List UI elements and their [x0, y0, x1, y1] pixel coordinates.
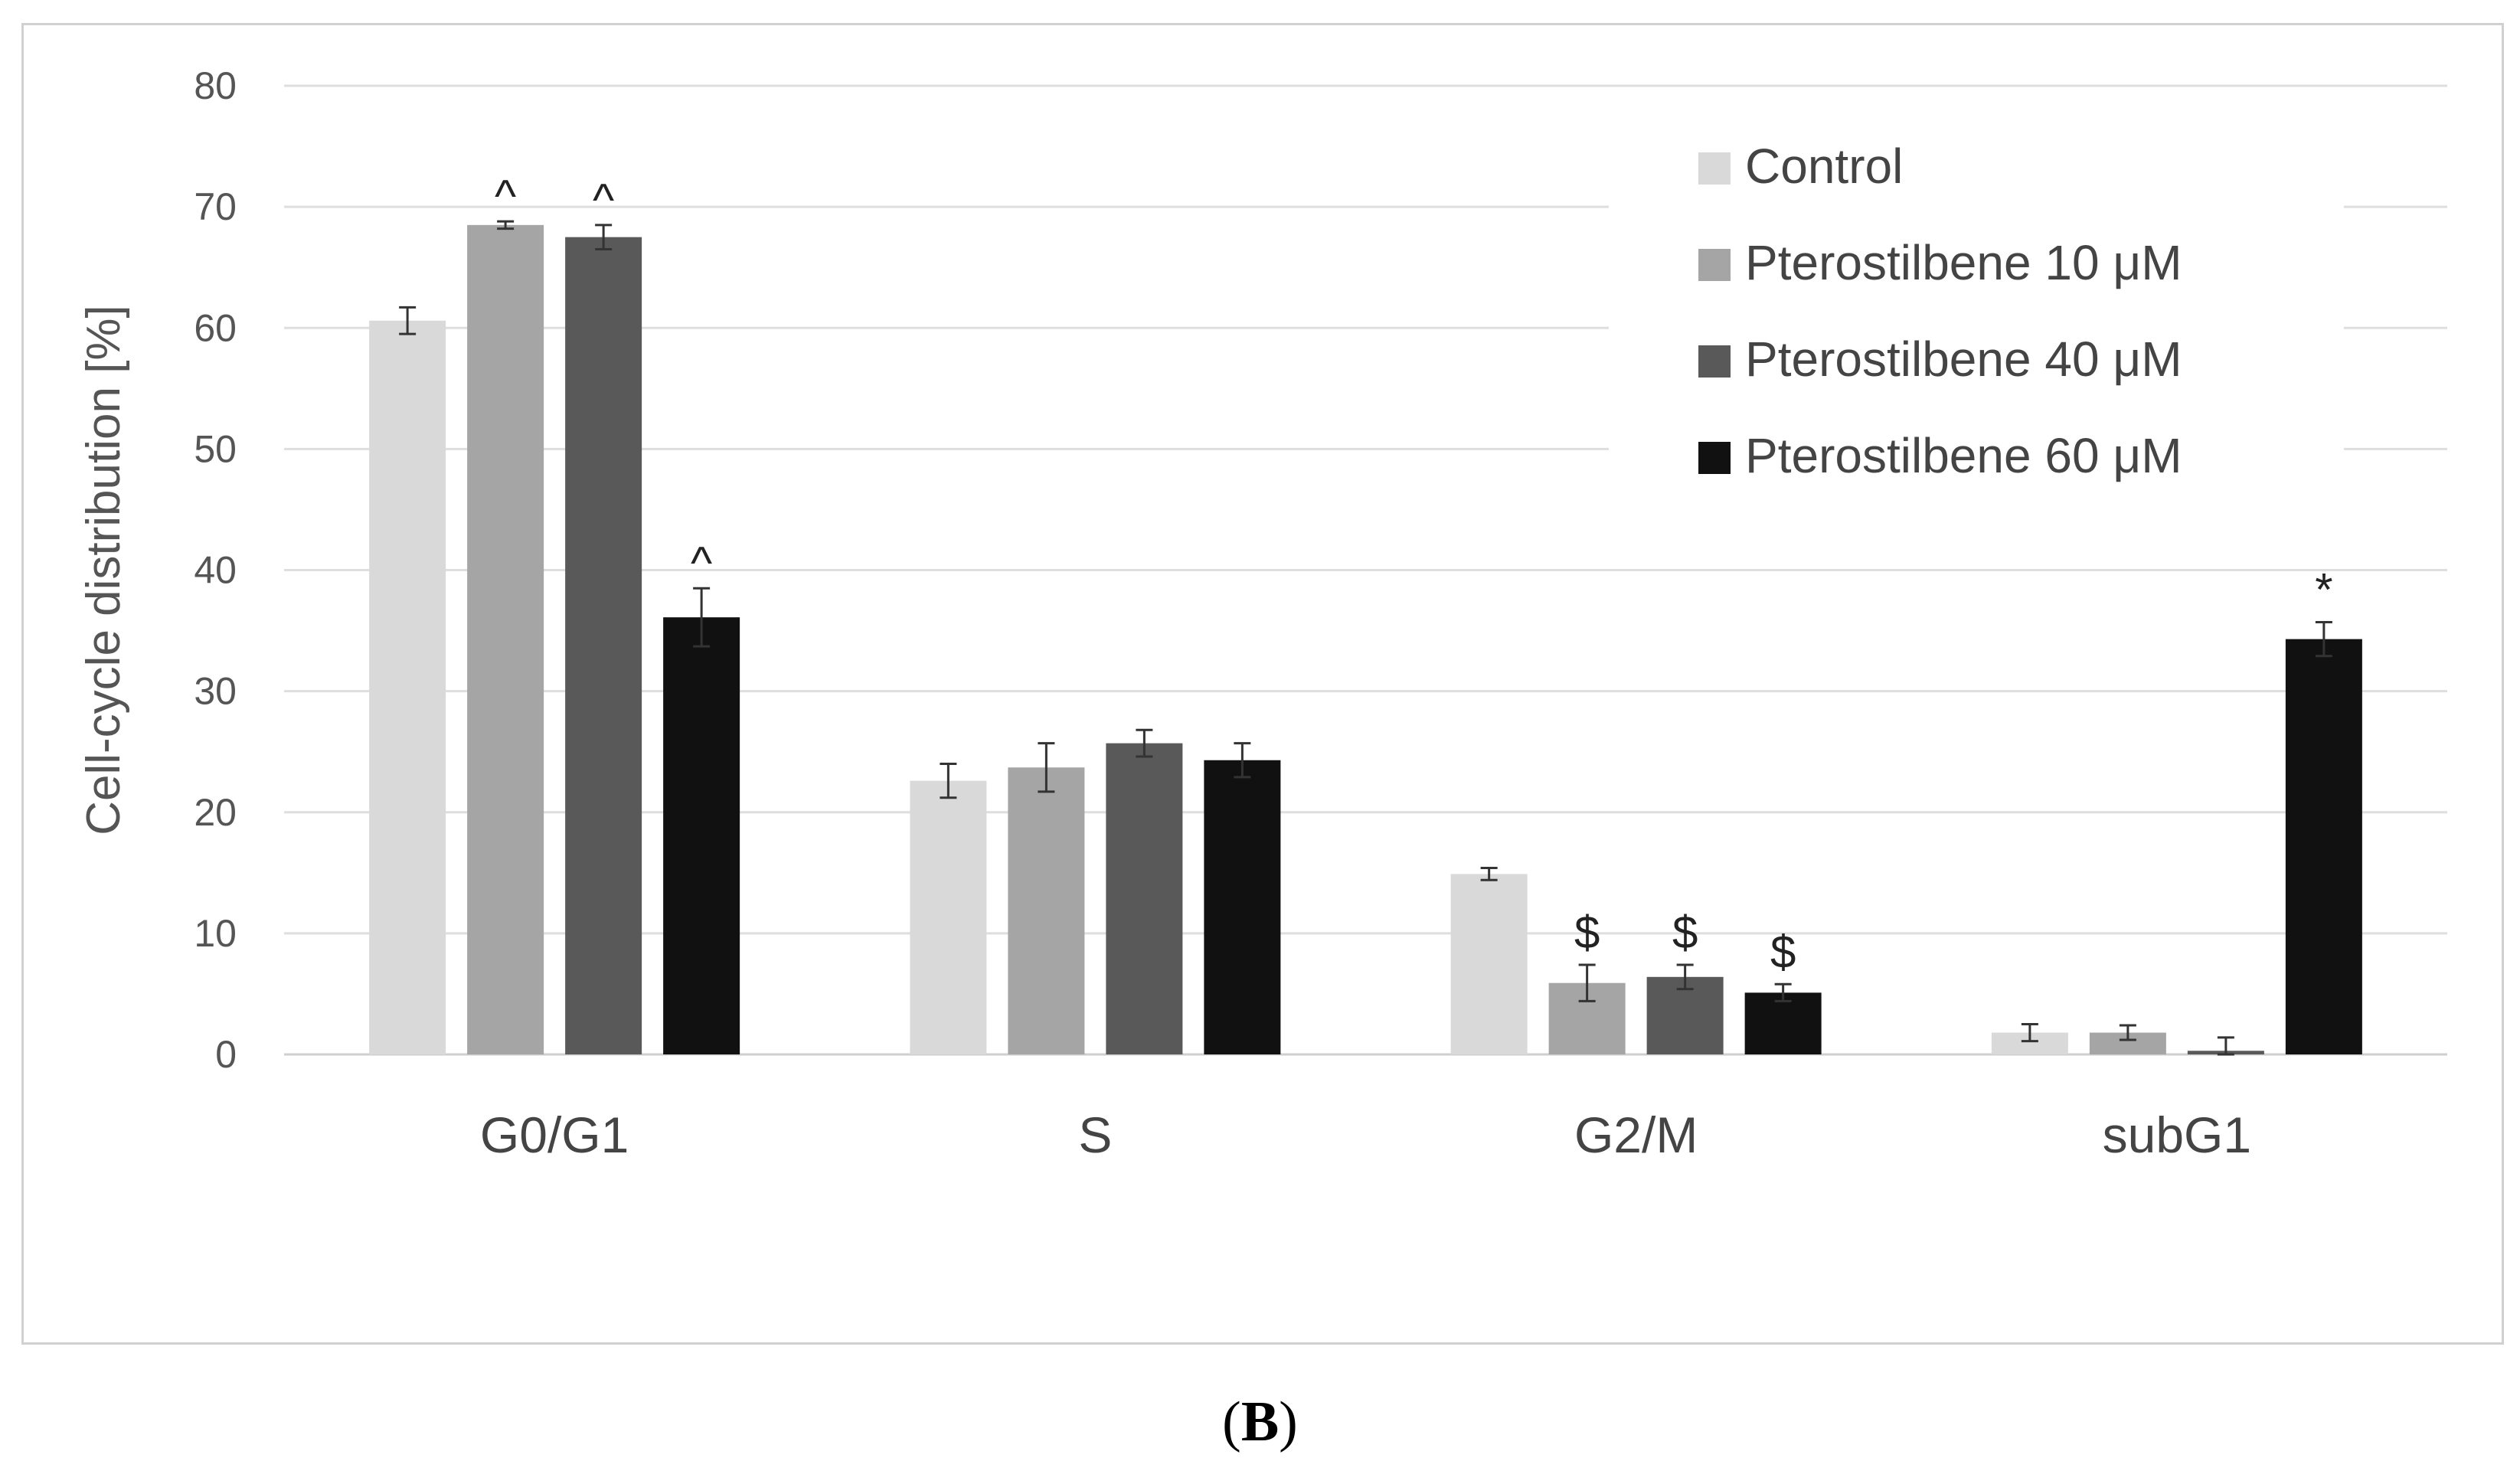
chart-frame: 0 10 20 30 40 50 60 70 80 ^ ^ ^ $ $ $ * G0/G1 S G2/M subG… — [21, 23, 2504, 1345]
bar-s-series-0 — [910, 780, 987, 1054]
y-axis-title: Cell-cycle distribution [%] — [77, 305, 130, 835]
legend: Control Pterostilbene 10 μM Pterostilbene … — [1609, 132, 2344, 508]
x-axis-categories: G0/G1 S G2/M subG1 — [480, 1106, 2251, 1163]
bars — [369, 224, 2362, 1054]
error-bars — [399, 220, 2332, 1056]
y-tick-label-40: 40 — [194, 549, 237, 592]
y-tick-label-70: 70 — [194, 185, 237, 228]
legend-label-3: Pterostilbene 60 μM — [1745, 428, 2182, 483]
y-axis-ticks: 0 10 20 30 40 50 60 70 80 — [194, 64, 237, 1076]
bar-g0-g1-series-2 — [565, 237, 642, 1054]
significance-mark-2-3: $ — [1770, 926, 1796, 977]
bar-s-series-1 — [1008, 767, 1085, 1054]
y-tick-label-50: 50 — [194, 427, 237, 470]
significance-mark-2-2: $ — [1672, 907, 1698, 958]
significance-mark-2-1: $ — [1574, 907, 1600, 958]
significance-mark-3-3: * — [2315, 564, 2332, 615]
legend-swatch-1 — [1698, 249, 1731, 281]
significance-mark-0-3: ^ — [691, 538, 712, 589]
panel-label: (B) — [0, 1390, 2520, 1455]
significance-mark-0-2: ^ — [593, 175, 614, 226]
bar-g0-g1-series-3 — [663, 617, 740, 1054]
y-tick-label-80: 80 — [194, 64, 237, 107]
legend-label-2: Pterostilbene 40 μM — [1745, 332, 2182, 387]
x-category-label: G2/M — [1574, 1106, 1698, 1163]
y-tick-label-60: 60 — [194, 306, 237, 349]
significance-marks: ^ ^ ^ $ $ $ * — [495, 171, 2333, 977]
legend-label-1: Pterostilbene 10 μM — [1745, 235, 2182, 290]
bar-g2-m-series-0 — [1450, 874, 1528, 1054]
significance-mark-0-1: ^ — [495, 171, 516, 222]
bar-s-series-3 — [1204, 760, 1281, 1054]
y-tick-label-0: 0 — [215, 1033, 237, 1076]
panel-label-close: ) — [1279, 1391, 1298, 1453]
legend-swatch-3 — [1698, 442, 1731, 474]
bar-subg1-series-3 — [2285, 639, 2362, 1054]
legend-background — [1609, 132, 2344, 508]
bar-g2-m-series-3 — [1744, 992, 1822, 1054]
x-category-label: subG1 — [2103, 1106, 2251, 1163]
legend-swatch-0 — [1698, 152, 1731, 185]
bar-chart: 0 10 20 30 40 50 60 70 80 ^ ^ ^ $ $ $ * G0/G1 S G2/M subG… — [77, 64, 2447, 1163]
panel-label-letter: B — [1240, 1391, 1280, 1453]
bar-g0-g1-series-0 — [369, 320, 446, 1054]
legend-swatch-2 — [1698, 345, 1731, 378]
bar-s-series-2 — [1106, 743, 1183, 1054]
y-tick-label-20: 20 — [194, 791, 237, 834]
y-tick-label-30: 30 — [194, 670, 237, 713]
gridlines — [284, 84, 2447, 1056]
panel-label-open: ( — [1222, 1391, 1241, 1453]
y-tick-label-10: 10 — [194, 912, 237, 955]
x-category-label: S — [1078, 1106, 1112, 1163]
bar-g0-g1-series-1 — [467, 224, 544, 1054]
x-category-label: G0/G1 — [480, 1106, 629, 1163]
legend-label-0: Control — [1745, 139, 1903, 194]
